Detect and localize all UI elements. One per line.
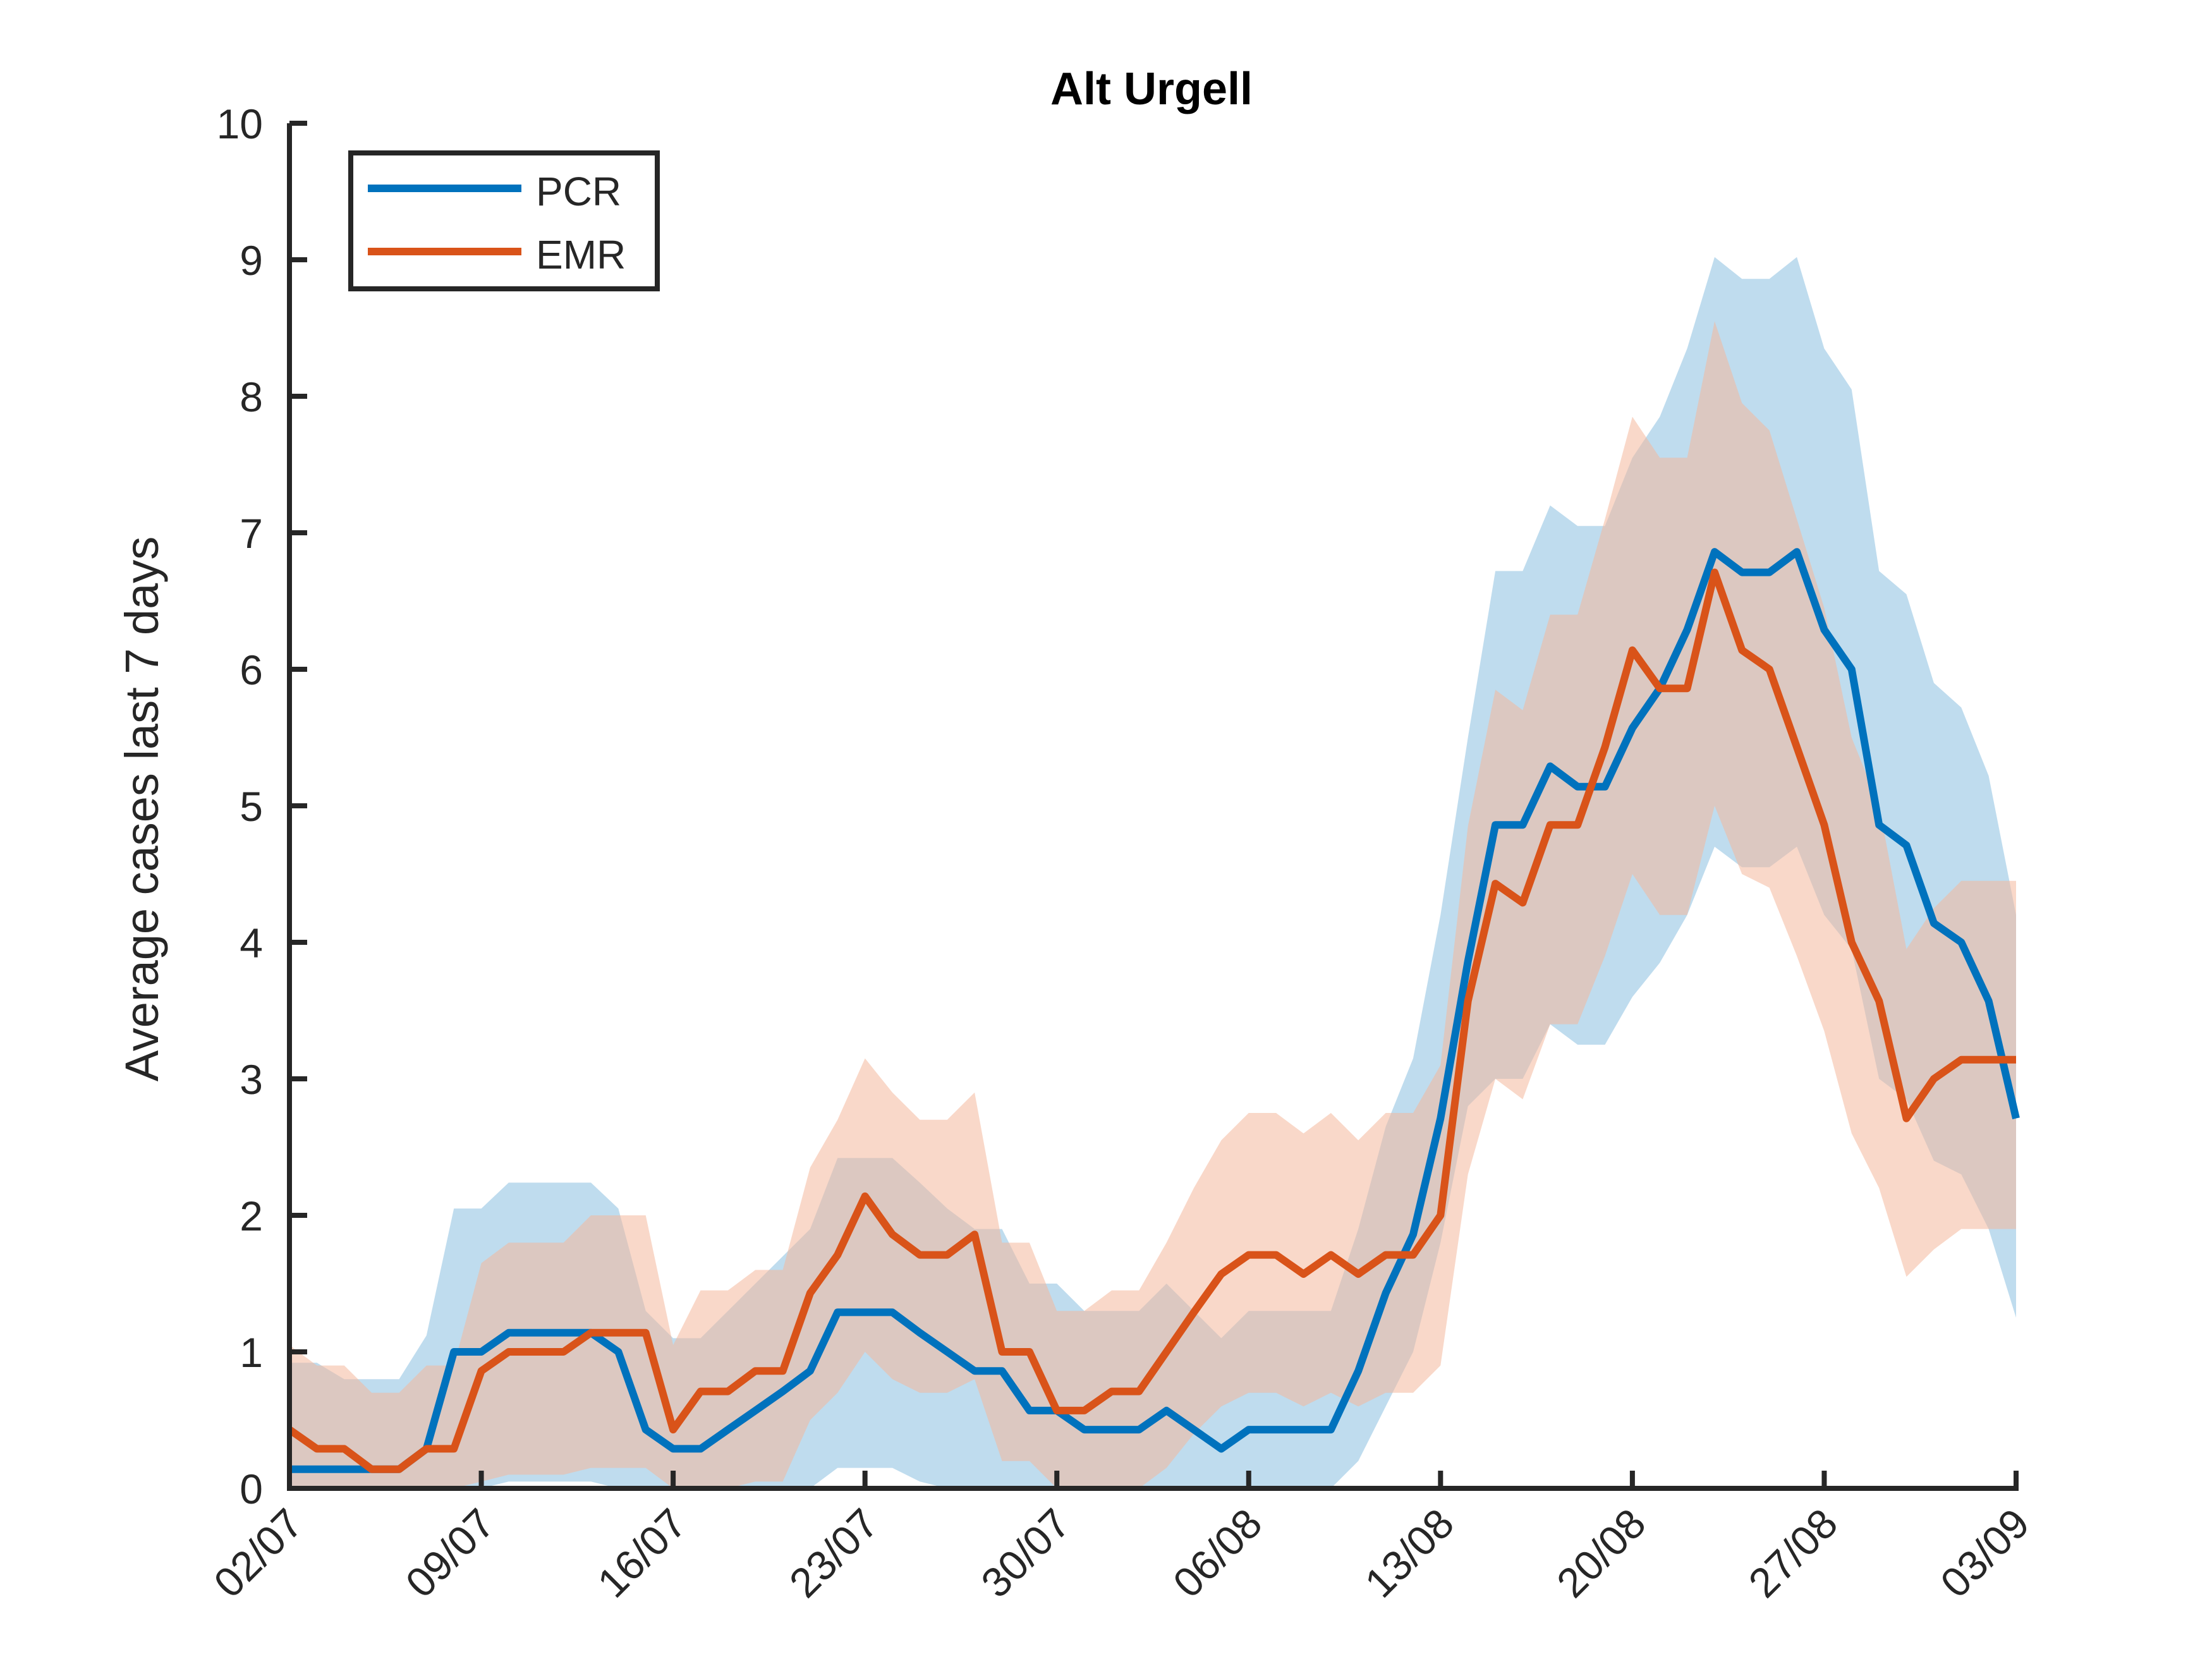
legend: PCR EMR bbox=[348, 150, 660, 291]
y-axis-label: Average cases last 7 days bbox=[116, 537, 168, 1081]
y-tick-label: 7 bbox=[240, 510, 263, 557]
band-emr bbox=[289, 321, 2016, 1489]
legend-pcr-label: PCR bbox=[536, 169, 621, 214]
y-tick-label: 6 bbox=[240, 647, 263, 693]
legend-emr-label: EMR bbox=[536, 232, 626, 277]
y-tick-label: 5 bbox=[240, 783, 263, 830]
y-tick-label: 1 bbox=[240, 1329, 263, 1376]
series-line-pcr bbox=[289, 548, 2020, 1473]
y-tick-label: 10 bbox=[217, 100, 263, 147]
confidence-bands bbox=[289, 257, 2016, 1489]
band-pcr bbox=[289, 257, 2016, 1489]
chart-title: Alt Urgell bbox=[1050, 64, 1253, 114]
y-tick-label: 2 bbox=[240, 1193, 263, 1239]
y-tick-label: 3 bbox=[240, 1056, 263, 1103]
series-line-emr bbox=[287, 568, 2016, 1473]
series-lines bbox=[287, 548, 2020, 1473]
legend-box bbox=[348, 150, 660, 291]
y-tick-label: 9 bbox=[240, 237, 263, 284]
y-tick-label: 0 bbox=[240, 1466, 263, 1512]
y-tick-label: 8 bbox=[240, 374, 263, 420]
y-tick-label: 4 bbox=[240, 920, 263, 966]
